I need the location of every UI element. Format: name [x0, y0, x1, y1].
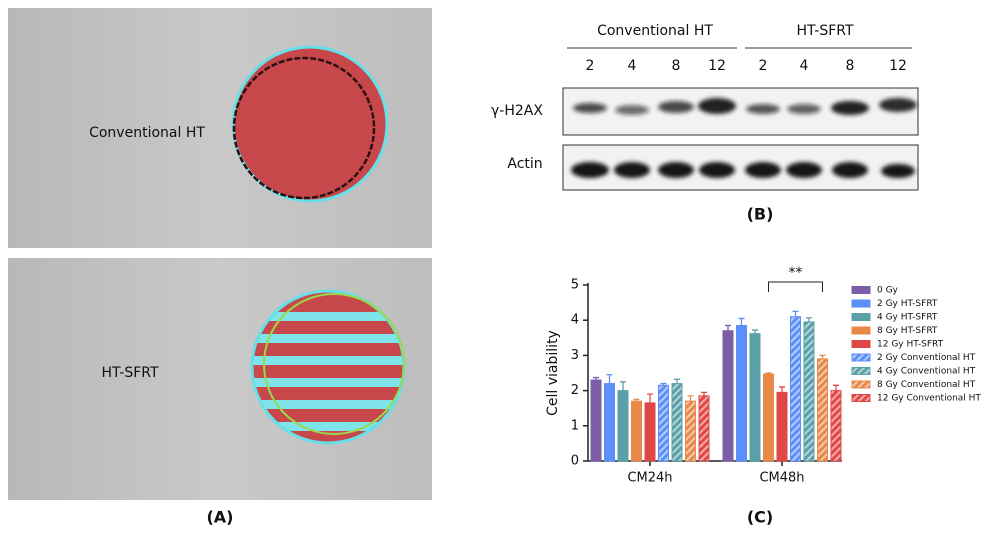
error-bar	[593, 376, 599, 381]
lane-label: 8	[672, 58, 681, 74]
bar	[644, 402, 656, 462]
legend-label: 2 Gy Conventional HT	[877, 353, 976, 363]
legend-swatch	[851, 340, 871, 348]
row-label: Actin	[507, 156, 542, 172]
bar	[671, 383, 683, 462]
lane-label: 2	[586, 58, 595, 74]
group-label: HT-SFRT	[796, 23, 853, 39]
error-bar	[792, 310, 799, 317]
lane-label: 4	[800, 58, 809, 74]
legend-swatch	[851, 367, 871, 375]
legend-label: 4 Gy Conventional HT	[877, 367, 976, 377]
image-sfrt: HT-SFRT	[8, 258, 432, 500]
panel-label: (B)	[747, 205, 774, 224]
error-bar	[633, 398, 640, 402]
error-bar	[620, 381, 626, 391]
error-bar	[833, 384, 839, 391]
bar-chart: 0 1 2 3 4 5 Cell viability CM24h CM48h ** 0 Gy 2 Gy…	[545, 265, 981, 527]
bar	[590, 379, 602, 462]
legend-label: 8 Gy HT-SFRT	[877, 326, 938, 336]
significance-label: **	[789, 265, 803, 281]
error-bar	[687, 395, 694, 402]
panel-label: (C)	[747, 508, 773, 527]
y-tick-label: 4	[571, 313, 579, 328]
error-bar	[806, 317, 812, 322]
error-bar	[738, 317, 745, 326]
bar	[658, 384, 669, 462]
error-bar	[701, 391, 707, 396]
bar	[685, 400, 696, 462]
bar	[776, 391, 788, 462]
bar	[631, 400, 642, 462]
error-bar	[765, 372, 772, 375]
legend-label: 2 Gy HT-SFRT	[877, 299, 938, 309]
legend-swatch	[851, 286, 871, 294]
western-blot: Conventional HT HT-SFRT 2 4 8 12 2 4 8 12 γ-H2A…	[491, 23, 919, 191]
lane-label: 12	[889, 58, 907, 74]
row-label: γ-H2AX	[491, 103, 543, 119]
legend-swatch	[851, 313, 871, 321]
legend-label: 0 Gy	[877, 286, 899, 296]
y-tick-label: 0	[571, 454, 579, 469]
legend-label: 4 Gy HT-SFRT	[877, 313, 938, 323]
bar	[617, 390, 629, 462]
bar	[830, 390, 842, 462]
bar	[790, 316, 801, 462]
y-tick-label: 5	[571, 278, 579, 293]
bar	[803, 321, 815, 462]
error-bar	[819, 354, 826, 359]
legend-swatch	[851, 380, 871, 389]
lane-label: 2	[759, 58, 768, 74]
bar	[698, 395, 710, 462]
legend-swatch	[851, 353, 871, 362]
legend-swatch	[851, 299, 871, 308]
y-tick-label: 3	[571, 348, 579, 363]
error-bar	[660, 382, 667, 386]
x-tick-label: CM48h	[759, 471, 804, 486]
legend-label: 12 Gy HT-SFRT	[877, 340, 944, 350]
error-bar	[647, 393, 653, 403]
lane-label: 8	[846, 58, 855, 74]
bar	[736, 324, 747, 462]
error-bar	[752, 329, 758, 334]
error-bar	[779, 386, 785, 393]
significance-bracket	[768, 281, 823, 292]
x-tick-label: CM24h	[627, 471, 672, 486]
image-label: HT-SFRT	[101, 365, 158, 381]
legend-swatch	[851, 326, 871, 335]
image-conventional: Conventional HT	[8, 8, 432, 248]
legend-label: 8 Gy Conventional HT	[877, 380, 976, 390]
bar	[763, 373, 774, 462]
error-bar	[674, 378, 680, 384]
error-bar	[606, 374, 613, 384]
lane-label: 12	[708, 58, 726, 74]
group-label: Conventional HT	[597, 23, 713, 39]
panel-label: (A)	[206, 508, 233, 527]
bar	[817, 358, 828, 462]
bar	[604, 383, 615, 462]
error-bar	[725, 324, 731, 331]
y-axis-label: Cell viability	[545, 330, 561, 416]
y-tick-label: 1	[571, 418, 579, 433]
y-tick-label: 2	[571, 383, 579, 398]
bar	[749, 333, 761, 462]
bar	[722, 330, 734, 462]
lane-label: 4	[628, 58, 637, 74]
image-label: Conventional HT	[89, 125, 205, 141]
legend-label: 12 Gy Conventional HT	[877, 394, 981, 404]
legend-swatch	[851, 394, 871, 402]
